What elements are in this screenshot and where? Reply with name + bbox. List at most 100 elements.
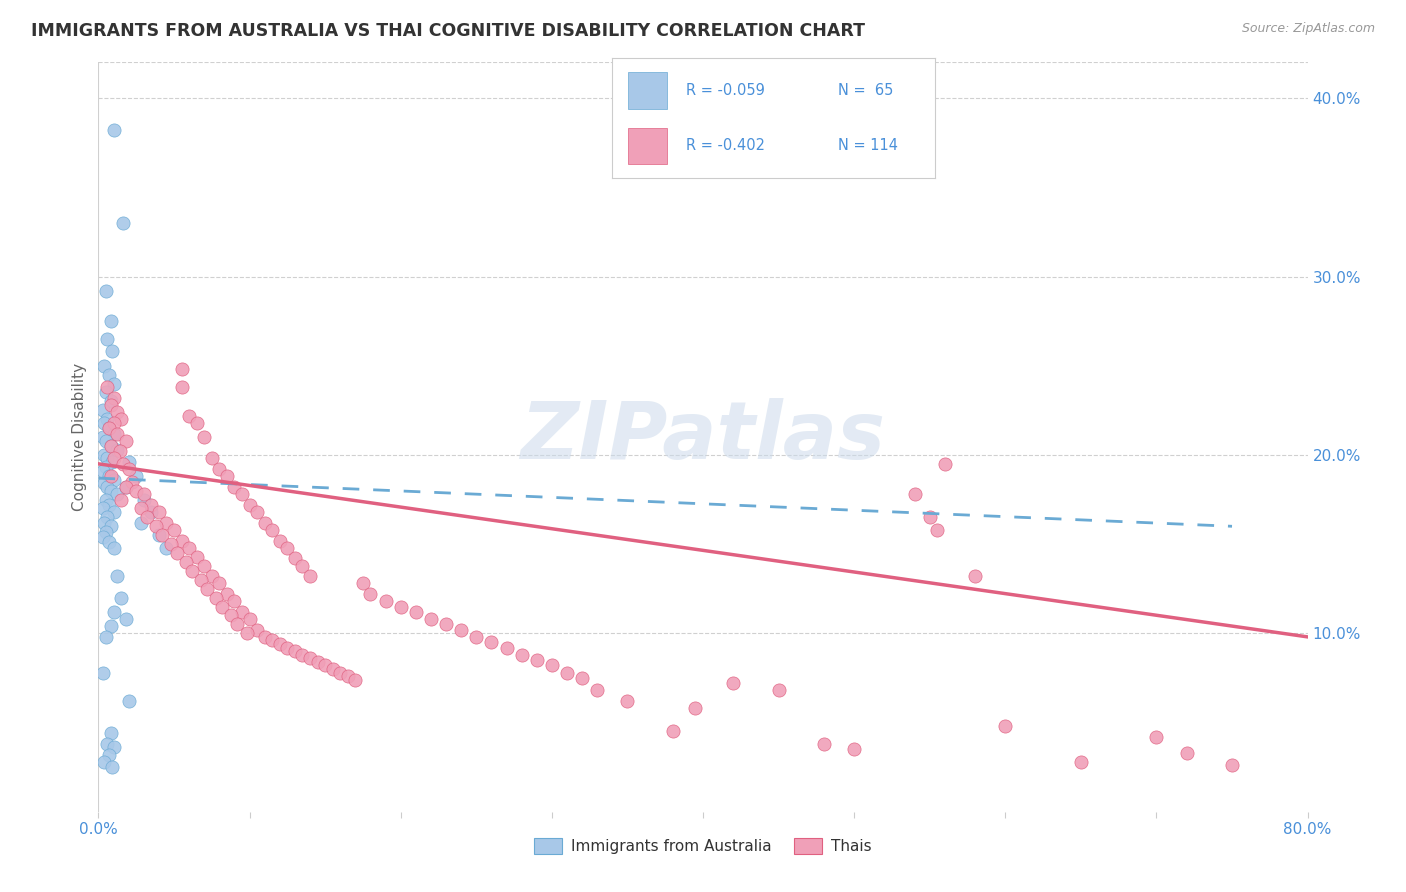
Point: [105, 442, 128, 457]
Y-axis label: Cognitive Disability: Cognitive Disability: [72, 363, 87, 511]
Point: [98, 747, 121, 762]
Point: [1175, 746, 1198, 760]
Text: R = -0.059: R = -0.059: [686, 83, 765, 98]
Point: [98, 469, 121, 483]
Point: [105, 487, 128, 501]
Point: [314, 658, 336, 673]
Point: [98, 535, 121, 549]
Point: [98, 421, 121, 435]
Point: [269, 533, 291, 548]
Point: [336, 669, 359, 683]
Point: [813, 737, 835, 751]
Point: [450, 623, 472, 637]
Text: R = -0.402: R = -0.402: [686, 138, 765, 153]
Point: [100, 619, 122, 633]
Text: IMMIGRANTS FROM AUSTRALIA VS THAI COGNITIVE DISABILITY CORRELATION CHART: IMMIGRANTS FROM AUSTRALIA VS THAI COGNIT…: [31, 22, 865, 40]
Point: [100, 519, 122, 533]
Point: [253, 516, 276, 530]
Point: [231, 605, 253, 619]
Point: [510, 648, 533, 662]
Point: [329, 665, 352, 680]
Point: [93, 516, 115, 530]
Point: [994, 719, 1017, 733]
Point: [114, 612, 136, 626]
Point: [495, 640, 517, 655]
Point: [100, 469, 122, 483]
Point: [208, 576, 231, 591]
Point: [132, 492, 155, 507]
Point: [103, 605, 125, 619]
Point: [269, 637, 291, 651]
Point: [94, 385, 117, 400]
Point: [96, 332, 118, 346]
Point: [170, 533, 193, 548]
Point: [105, 426, 128, 441]
Point: [571, 671, 593, 685]
Point: [215, 469, 238, 483]
Point: [768, 683, 790, 698]
Point: [111, 216, 134, 230]
Point: [125, 469, 148, 483]
Point: [110, 412, 132, 426]
Point: [307, 655, 329, 669]
Point: [118, 694, 141, 708]
Point: [465, 630, 488, 644]
Point: [94, 524, 117, 539]
Point: [481, 635, 503, 649]
Point: [150, 528, 173, 542]
Point: [91, 530, 114, 544]
Point: [118, 455, 141, 469]
Point: [93, 448, 115, 462]
Point: [174, 555, 197, 569]
Point: [235, 626, 257, 640]
Point: [276, 640, 298, 655]
Point: [540, 658, 562, 673]
Point: [101, 760, 124, 774]
Point: [927, 523, 949, 537]
Point: [148, 505, 170, 519]
Point: [96, 412, 118, 426]
Point: [1144, 730, 1167, 744]
Point: [526, 653, 548, 667]
Point: [118, 462, 141, 476]
Point: [111, 457, 134, 471]
Point: [918, 510, 941, 524]
Point: [105, 405, 128, 419]
Point: [101, 455, 124, 469]
Point: [360, 587, 382, 601]
Point: [904, 487, 927, 501]
Point: [129, 516, 152, 530]
Point: [100, 726, 122, 740]
Point: [103, 740, 125, 755]
Point: [98, 498, 121, 512]
Point: [96, 451, 118, 466]
Point: [132, 487, 155, 501]
Point: [100, 394, 122, 409]
FancyBboxPatch shape: [627, 72, 666, 109]
Point: [91, 464, 114, 478]
Point: [195, 582, 218, 596]
Point: [965, 569, 987, 583]
Point: [166, 546, 188, 560]
Point: [555, 665, 578, 680]
Point: [434, 617, 457, 632]
Point: [103, 505, 125, 519]
Point: [208, 462, 231, 476]
Point: [231, 487, 253, 501]
Point: [100, 314, 122, 328]
Point: [193, 430, 215, 444]
Point: [103, 426, 125, 441]
Point: [148, 528, 170, 542]
Point: [284, 644, 307, 658]
Point: [94, 434, 117, 448]
Point: [91, 501, 114, 516]
Point: [262, 633, 284, 648]
Point: [141, 505, 163, 519]
Point: [103, 416, 125, 430]
Point: [179, 409, 201, 423]
Point: [246, 623, 269, 637]
Point: [201, 569, 224, 583]
Point: [211, 599, 233, 614]
Point: [844, 742, 866, 756]
Point: [374, 594, 396, 608]
